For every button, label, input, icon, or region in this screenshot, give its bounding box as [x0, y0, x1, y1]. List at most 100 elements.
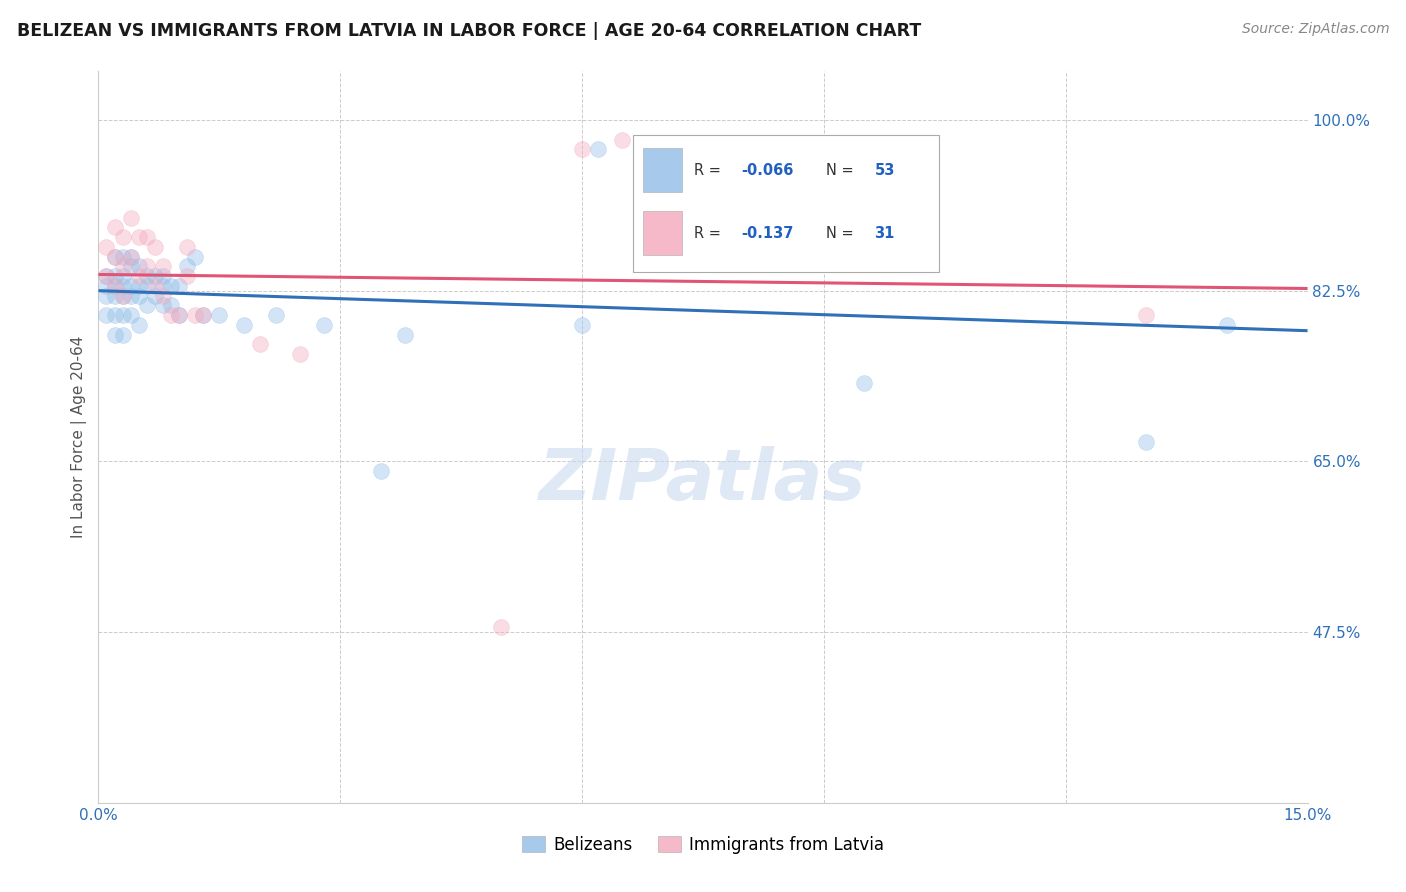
Point [249, 337, 271, 351]
Point [111, 269, 134, 284]
Point [571, 318, 593, 332]
Point [176, 260, 198, 274]
Point [135, 298, 157, 312]
Point [111, 250, 134, 264]
Point [692, 161, 714, 176]
Point [1216, 318, 1239, 332]
Point [103, 279, 125, 293]
Point [120, 250, 142, 264]
Text: 31: 31 [875, 226, 894, 241]
FancyBboxPatch shape [633, 135, 939, 272]
Point [96, 269, 118, 284]
Text: Source: ZipAtlas.com: Source: ZipAtlas.com [1241, 22, 1389, 37]
Point [143, 269, 166, 284]
Point [128, 260, 150, 274]
Y-axis label: In Labor Force | Age 20-64: In Labor Force | Age 20-64 [72, 336, 87, 538]
Text: 53: 53 [875, 162, 894, 178]
Point [103, 279, 125, 293]
Point [184, 250, 207, 264]
Point [184, 308, 207, 322]
Point [120, 211, 142, 225]
Point [491, 620, 513, 634]
Point [111, 288, 134, 302]
Point [135, 279, 157, 293]
Point [96, 308, 118, 322]
Point [288, 347, 311, 361]
FancyBboxPatch shape [643, 211, 682, 255]
Point [96, 288, 118, 302]
Point [571, 142, 593, 156]
Point [103, 220, 125, 235]
Text: R =: R = [695, 226, 731, 241]
Point [152, 269, 174, 284]
Point [120, 308, 142, 322]
Point [370, 464, 392, 478]
Point [167, 308, 190, 322]
Point [143, 240, 166, 254]
Point [232, 318, 254, 332]
Text: R =: R = [695, 162, 725, 178]
Point [120, 260, 142, 274]
Point [111, 288, 134, 302]
Point [128, 279, 150, 293]
Point [135, 230, 157, 244]
Point [193, 308, 215, 322]
Point [853, 376, 876, 391]
Point [651, 152, 673, 166]
Point [103, 288, 125, 302]
Point [193, 308, 215, 322]
Point [651, 161, 673, 176]
Point [103, 250, 125, 264]
Point [103, 269, 125, 284]
Point [103, 327, 125, 342]
Point [143, 279, 166, 293]
Point [264, 308, 287, 322]
Point [612, 133, 634, 147]
Point [96, 269, 118, 284]
Point [128, 269, 150, 284]
Text: ZIPatlas: ZIPatlas [540, 447, 866, 516]
Point [152, 260, 174, 274]
Point [111, 230, 134, 244]
Point [111, 308, 134, 322]
Point [176, 240, 198, 254]
Point [160, 298, 183, 312]
Point [135, 269, 157, 284]
Text: -0.066: -0.066 [742, 162, 794, 178]
Text: N =: N = [825, 162, 858, 178]
Point [314, 318, 336, 332]
Point [111, 260, 134, 274]
Point [167, 308, 190, 322]
Point [128, 230, 150, 244]
Point [111, 279, 134, 293]
Point [143, 288, 166, 302]
Point [586, 142, 609, 156]
Point [152, 298, 174, 312]
Text: -0.137: -0.137 [742, 226, 794, 241]
Point [120, 250, 142, 264]
Text: BELIZEAN VS IMMIGRANTS FROM LATVIA IN LABOR FORCE | AGE 20-64 CORRELATION CHART: BELIZEAN VS IMMIGRANTS FROM LATVIA IN LA… [17, 22, 921, 40]
Point [176, 269, 198, 284]
Point [167, 279, 190, 293]
Point [160, 279, 183, 293]
Point [103, 250, 125, 264]
Point [135, 260, 157, 274]
Point [208, 308, 231, 322]
Point [128, 318, 150, 332]
Point [128, 288, 150, 302]
Point [160, 308, 183, 322]
Point [152, 288, 174, 302]
Point [1135, 434, 1157, 449]
Point [96, 279, 118, 293]
Point [120, 279, 142, 293]
Point [394, 327, 416, 342]
Point [1135, 308, 1157, 322]
Point [152, 279, 174, 293]
FancyBboxPatch shape [643, 148, 682, 192]
Point [103, 308, 125, 322]
Point [120, 288, 142, 302]
Point [96, 240, 118, 254]
Point [111, 327, 134, 342]
Text: N =: N = [825, 226, 858, 241]
Legend: Belizeans, Immigrants from Latvia: Belizeans, Immigrants from Latvia [515, 829, 891, 860]
